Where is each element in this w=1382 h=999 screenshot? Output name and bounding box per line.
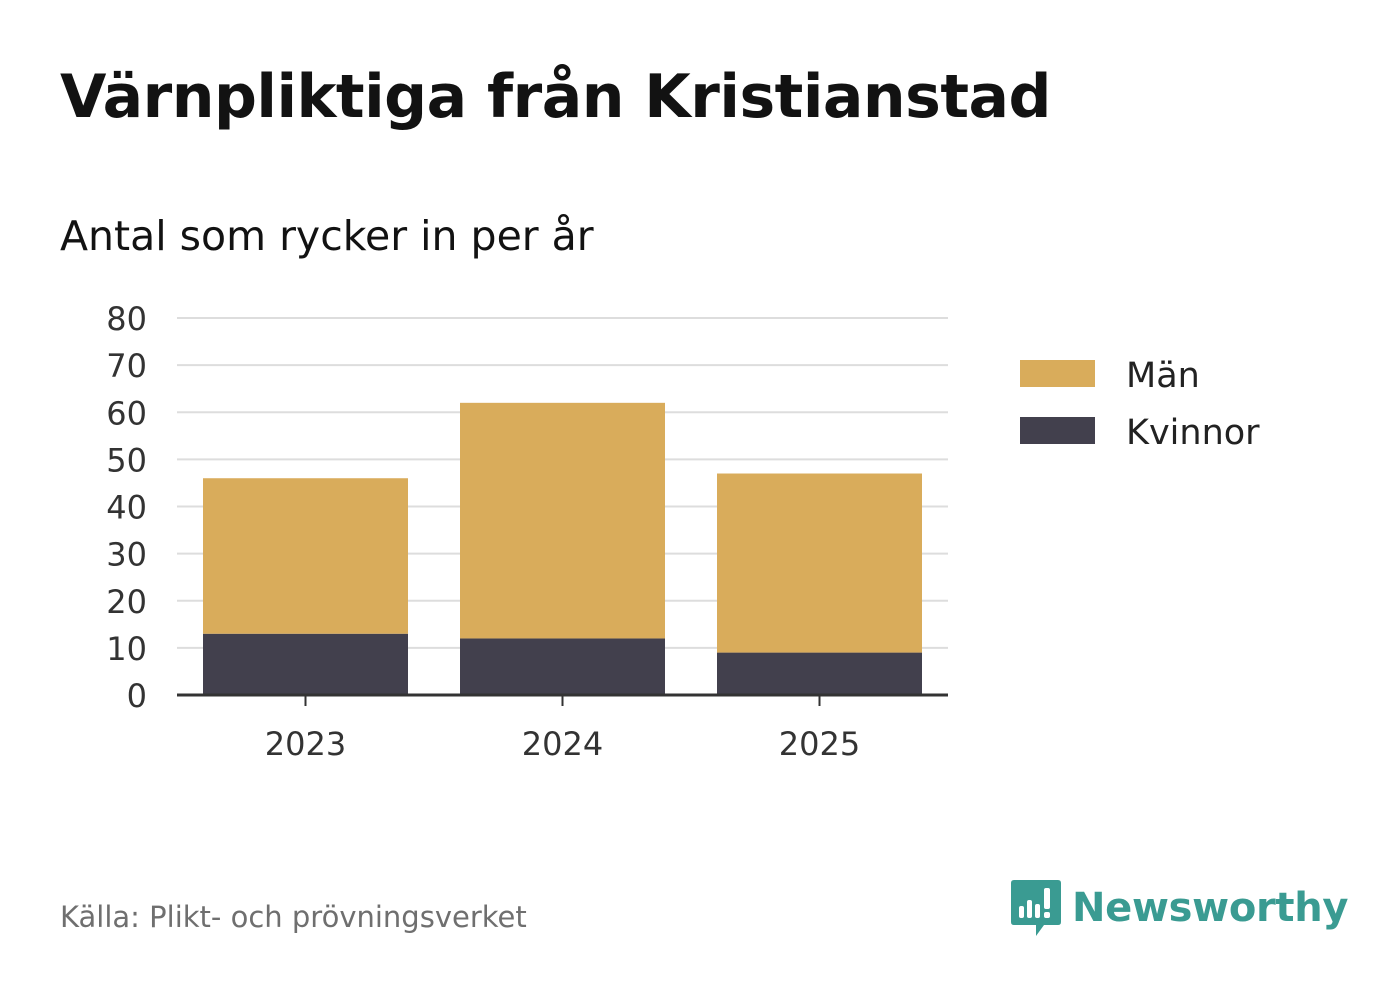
y-tick-label: 80 bbox=[106, 300, 147, 338]
y-tick-label: 20 bbox=[106, 583, 147, 621]
x-tick-label: 2025 bbox=[779, 725, 860, 763]
chart-title: Värnpliktiga från Kristianstad bbox=[60, 62, 1051, 132]
source-note: Källa: Plikt- och prövningsverket bbox=[60, 900, 527, 934]
y-tick-label: 70 bbox=[106, 347, 147, 385]
x-tick-label: 2024 bbox=[522, 725, 603, 763]
newsworthy-logo-icon bbox=[1011, 880, 1061, 936]
bar-m-n-2023 bbox=[203, 478, 408, 634]
bar-kvinnor-2023 bbox=[203, 633, 408, 695]
bars bbox=[203, 402, 922, 695]
brand-name: Newsworthy bbox=[1072, 885, 1349, 931]
y-tick-label: 10 bbox=[106, 630, 147, 668]
x-axis-labels: 2023 2024 2025 bbox=[265, 725, 860, 763]
x-tick-label: 2023 bbox=[265, 725, 346, 763]
y-tick-label: 50 bbox=[106, 441, 147, 479]
brand: Newsworthy bbox=[1010, 878, 1349, 938]
y-tick-label: 40 bbox=[106, 489, 147, 527]
bar-m-n-2025 bbox=[717, 473, 922, 653]
bar-kvinnor-2025 bbox=[717, 652, 922, 695]
bar-kvinnor-2024 bbox=[460, 638, 665, 695]
bar-m-n-2024 bbox=[460, 402, 665, 639]
legend: Män Kvinnor bbox=[1020, 356, 1260, 453]
legend-swatch bbox=[1020, 360, 1095, 387]
y-tick-label: 0 bbox=[127, 677, 147, 715]
y-tick-label: 30 bbox=[106, 536, 147, 574]
legend-label: Män bbox=[1126, 356, 1200, 396]
y-axis-labels: 0 10 20 30 40 50 60 70 80 bbox=[106, 300, 147, 715]
chart-subtitle: Antal som rycker in per år bbox=[60, 212, 594, 260]
legend-label: Kvinnor bbox=[1126, 413, 1260, 453]
y-tick-label: 60 bbox=[106, 394, 147, 432]
legend-swatch bbox=[1020, 417, 1095, 444]
axes bbox=[177, 693, 948, 706]
